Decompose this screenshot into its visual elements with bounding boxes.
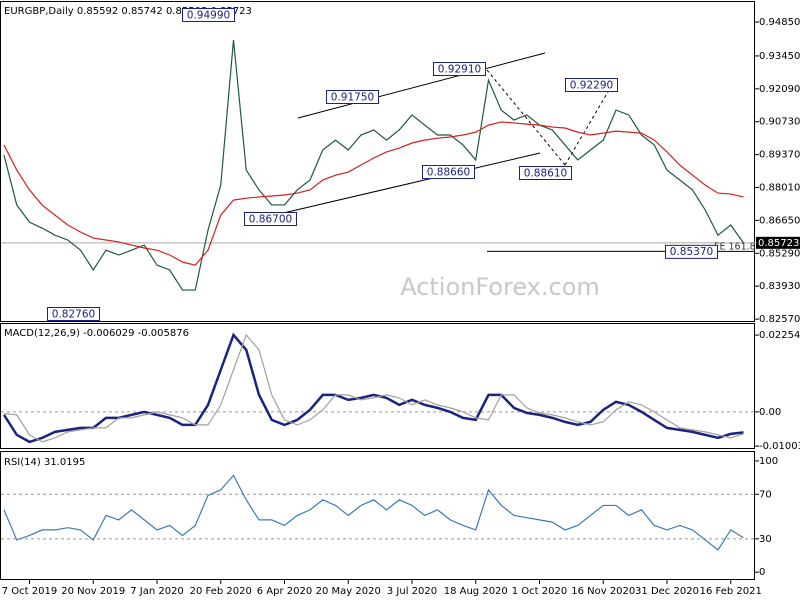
x-tick-label: 3 Jul 2020 [387, 586, 437, 597]
rsi-panel [0, 451, 755, 580]
y-tick-label: 30 [759, 534, 772, 545]
trend-lines [261, 52, 613, 219]
y-tick-label: 0.94850 [759, 17, 800, 28]
annotation-box [519, 166, 572, 180]
y-tick-label: 0.92090 [759, 84, 800, 95]
annotation-box [565, 78, 618, 92]
price-panel [0, 1, 755, 322]
series-line [2, 332, 744, 444]
y-tick-label: 0.85290 [759, 248, 800, 259]
x-tick-label: 20 May 2020 [316, 586, 381, 597]
y-tick-label: 0.93450 [759, 51, 800, 62]
annotation-box [422, 165, 475, 179]
annotation-box [47, 307, 100, 321]
x-tick-label: 16 Feb 2021 [700, 586, 762, 597]
annotation-box [182, 8, 235, 22]
x-tick-label: 1 Oct 2020 [512, 586, 567, 597]
annotation: 0.82760 [52, 309, 95, 321]
y-tick-label: 0.00 [759, 407, 781, 418]
chart-title: EURGBP,Daily 0.85592 0.85742 0.85503 0.8… [4, 6, 252, 17]
annotation: 0.92290 [570, 80, 613, 92]
annotation: 0.92910 [438, 64, 481, 76]
y-tick-label: 0 [759, 567, 765, 578]
series-line [3, 474, 744, 551]
x-tick-label: 7 Oct 2019 [2, 586, 57, 597]
macd-panel [0, 323, 755, 449]
x-tick-label: 18 Aug 2020 [444, 586, 508, 597]
y-tick-label: 0.86650 [759, 215, 800, 226]
x-tick-label: 16 Nov 2020 [571, 586, 635, 597]
dashed-leg [486, 69, 566, 166]
annotation-box [326, 90, 379, 104]
annotation: 0.94990 [187, 10, 230, 22]
level-label: 0.85370 [670, 246, 713, 258]
watermark: ActionForex.com [400, 273, 600, 301]
level-box [665, 244, 718, 259]
annotation: FE 161.8 [714, 241, 756, 252]
y-tick-label: 70 [759, 489, 772, 500]
y-tick-label: 0.83930 [759, 281, 800, 292]
y-tick-label: 0.89370 [759, 150, 800, 161]
x-tick-label: 31 Dec 2020 [635, 586, 699, 597]
channel-upper [297, 52, 546, 119]
series-line [3, 39, 744, 291]
last-price-label: 0.85723 [758, 238, 799, 249]
y-tick-label: 0.022544 [759, 330, 800, 341]
series-line [3, 121, 744, 266]
annotation: 0.88610 [524, 168, 567, 180]
channel-lower [261, 152, 541, 219]
annotation: 0.91750 [331, 92, 374, 104]
annotation-box [433, 62, 486, 76]
x-tick-label: 20 Feb 2020 [190, 586, 252, 597]
y-tick-label: 0.88010 [759, 183, 800, 194]
last-price-box [756, 236, 800, 249]
x-tick-label: 7 Jan 2020 [130, 586, 184, 597]
y-tick-label: 0.90730 [759, 117, 800, 128]
y-tick-label: 100 [759, 456, 778, 467]
annotation-box [244, 212, 297, 226]
macd-title: MACD(12,26,9) -0.006029 -0.005876 [4, 328, 189, 339]
y-tick-label: 0.82570 [759, 314, 800, 325]
x-tick-label: 20 Nov 2019 [61, 586, 125, 597]
annotation: 0.86700 [249, 214, 292, 226]
y-tick-label: -0.010039 [759, 441, 800, 452]
annotation: 0.88660 [427, 167, 470, 179]
rsi-title: RSI(14) 31.0195 [4, 457, 85, 468]
x-tick-label: 6 Apr 2020 [257, 586, 312, 597]
series-line [3, 333, 744, 443]
